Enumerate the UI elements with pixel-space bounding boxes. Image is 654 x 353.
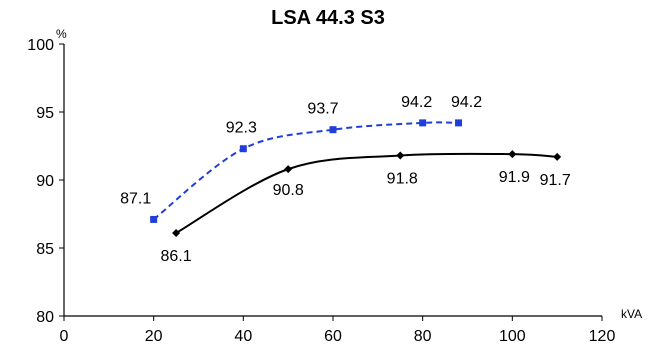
x-tick-label: 100 xyxy=(499,328,526,345)
x-tick-label: 20 xyxy=(145,328,163,345)
data-point-diamond xyxy=(508,150,517,159)
data-point-diamond xyxy=(172,229,181,238)
x-tick-label: 60 xyxy=(324,328,342,345)
data-label: 94.2 xyxy=(451,94,482,111)
data-label: 91.7 xyxy=(540,172,571,189)
data-point-square xyxy=(419,119,427,127)
y-tick-label: 85 xyxy=(36,241,54,258)
data-point-square xyxy=(329,126,337,134)
series-line xyxy=(175,152,558,234)
data-label: 91.9 xyxy=(499,169,530,186)
data-labels: 87.1 92.3 93.7 94.2 94.2 86.1 90.8 91.8 91.9 91.7 xyxy=(120,94,571,265)
chart-title: LSA 44.3 S3 xyxy=(271,7,385,29)
data-label: 90.8 xyxy=(273,182,304,199)
x-axis-unit: kVA xyxy=(621,307,642,321)
data-point-diamond xyxy=(553,152,562,161)
data-point-square xyxy=(455,119,463,127)
series-line xyxy=(153,121,459,221)
y-tick-label: 100 xyxy=(27,37,54,54)
x-tick-label: 40 xyxy=(234,328,252,345)
data-point-square xyxy=(239,145,247,153)
axes xyxy=(59,43,603,321)
x-tick-label: 80 xyxy=(414,328,432,345)
y-axis-unit: % xyxy=(56,27,67,41)
data-point-diamond xyxy=(396,151,405,160)
y-tick-label: 80 xyxy=(36,309,54,326)
data-label: 86.1 xyxy=(161,248,192,265)
data-label: 94.2 xyxy=(401,94,432,111)
tick-labels: 0 20 40 60 80 100 120 80 85 90 95 100 xyxy=(27,37,615,345)
series-lines xyxy=(150,119,562,238)
data-point-diamond xyxy=(284,165,293,174)
data-label: 87.1 xyxy=(120,190,151,207)
y-tick-label: 95 xyxy=(36,105,54,122)
y-tick-label: 90 xyxy=(36,173,54,190)
x-tick-label: 120 xyxy=(589,328,616,345)
x-tick-label: 0 xyxy=(60,328,69,345)
data-label: 91.8 xyxy=(387,171,418,188)
data-label: 92.3 xyxy=(226,120,257,137)
data-point-square xyxy=(150,215,158,223)
data-label: 93.7 xyxy=(307,101,338,118)
